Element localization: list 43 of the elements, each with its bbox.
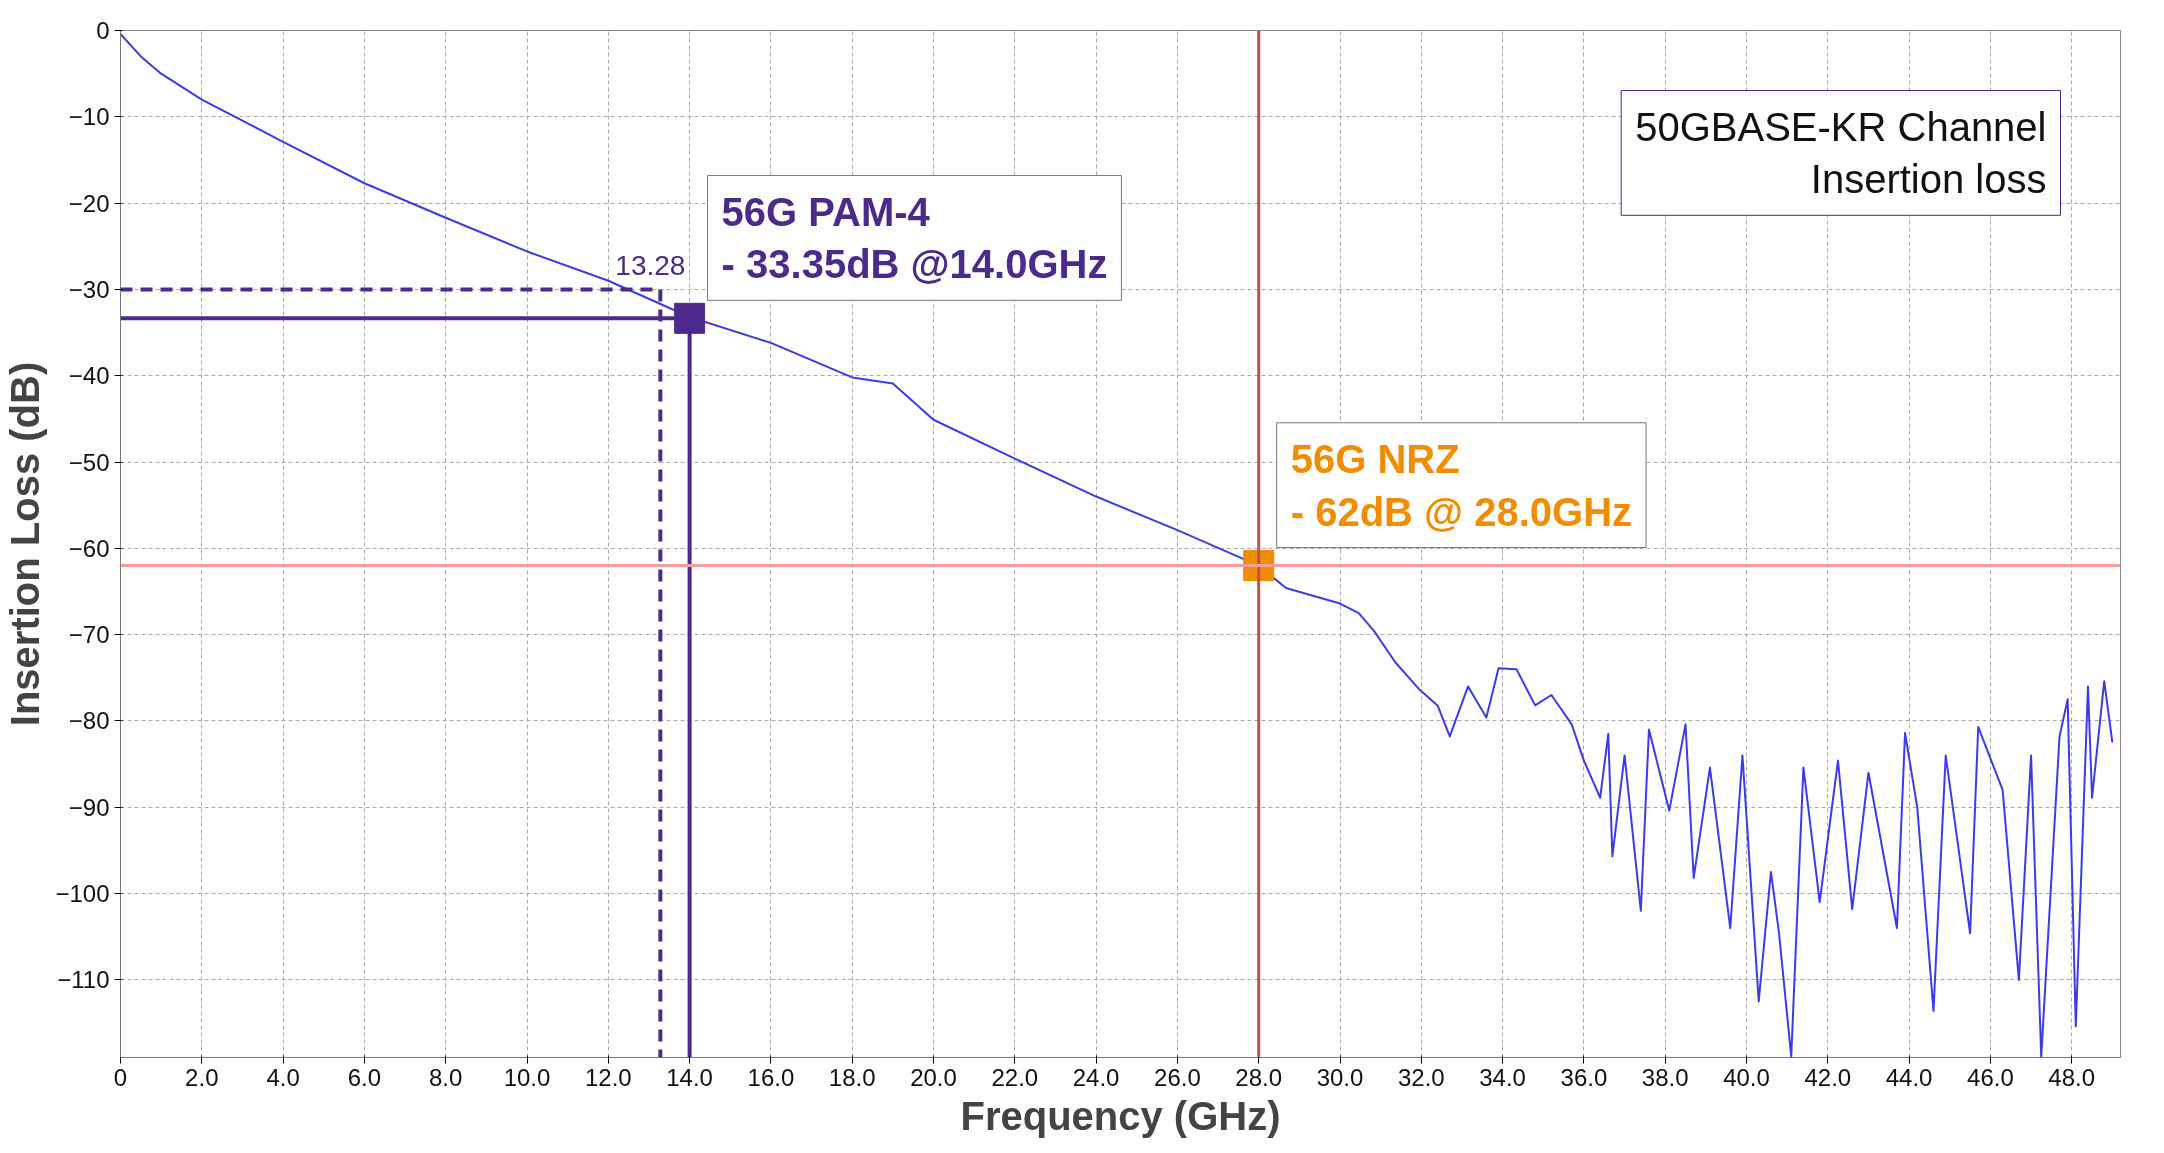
y-tick-label: −100 [55,880,110,908]
x-tick-label: 30.0 [1316,1063,1364,1091]
y-tick-label: −110 [57,966,110,994]
x-tick-label: 18.0 [828,1063,876,1091]
x-tick-label: 36.0 [1560,1063,1608,1091]
x-tick-label: 12.0 [584,1063,632,1091]
x-tick-label: 44.0 [1885,1063,1933,1091]
x-tick-label: 28.0 [1235,1063,1283,1091]
y-tick-label: 0 [96,17,110,44]
x-tick-label: 38.0 [1641,1063,1689,1091]
x-tick-label: 42.0 [1804,1063,1852,1091]
y-tick-label: −40 [68,362,110,390]
y-axis-title: Insertion Loss (dB) [3,361,48,727]
x-tick-label: 6.0 [347,1063,382,1091]
y-tick-label: −60 [68,534,110,562]
y-tick-label: −10 [68,103,110,131]
x-axis-title: Frequency (GHz) [960,1093,1281,1138]
x-tick-label: 32.0 [1397,1063,1445,1091]
x-tick-label: 40.0 [1723,1063,1770,1091]
x-tick-label: 22.0 [991,1063,1039,1091]
x-tick-label: 10.0 [503,1063,551,1091]
y-tick-label: −80 [68,707,110,735]
x-tick-label: 0 [113,1063,128,1091]
y-tick-label: −50 [68,448,110,476]
y-tick-label: −70 [68,621,110,649]
y-tick-label: −30 [68,275,110,303]
x-tick-label: 4.0 [266,1063,300,1091]
x-tick-label: 2.0 [185,1063,219,1091]
x-tick-label: 48.0 [2048,1063,2096,1091]
x-tick-label: 20.0 [910,1063,957,1091]
y-tick-label: −20 [68,189,110,217]
x-tick-label: 34.0 [1479,1063,1526,1091]
x-tick-label: 8.0 [429,1063,463,1091]
annotation: 56G PAM-4 - 33.35dB @14.0GHz [721,189,1108,287]
annotation: 13.28 [615,250,686,282]
y-tick-label: −90 [68,793,110,821]
x-tick-label: 46.0 [1967,1063,2014,1091]
x-tick-label: 24.0 [1072,1063,1120,1091]
annotation: 50GBASE-KR Channel Insertion loss [1635,104,2047,202]
annotation: 56G NRZ - 62dB @ 28.0GHz [1290,436,1633,534]
x-tick-label: 16.0 [747,1063,795,1091]
x-tick-label: 26.0 [1154,1063,1201,1091]
x-tick-label: 14.0 [666,1063,713,1091]
